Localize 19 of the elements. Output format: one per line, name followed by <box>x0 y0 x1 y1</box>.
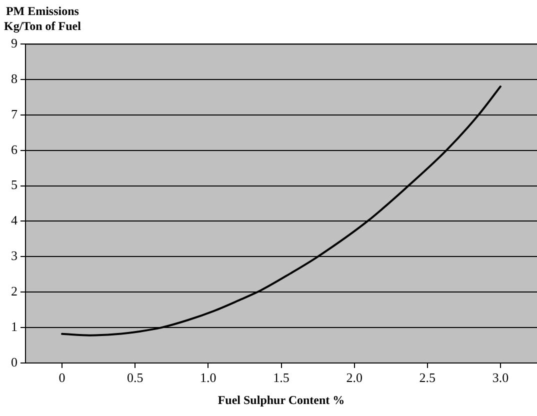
x-tick-label: 0 <box>58 370 66 386</box>
y-tick-label: 9 <box>11 35 18 50</box>
y-tick-label: 3 <box>11 248 18 264</box>
y-tick-label: 0 <box>11 354 18 370</box>
y-tick-label: 4 <box>11 212 18 228</box>
x-tick-label: 1.5 <box>273 370 290 386</box>
x-tick-label: 0.5 <box>126 370 144 386</box>
y-tick-label: 1 <box>11 318 18 334</box>
y-tick-label: 6 <box>11 142 18 157</box>
y-tick-label: 5 <box>11 177 18 192</box>
y-tick-label: 7 <box>11 106 18 122</box>
y-tick-label: 2 <box>11 284 18 299</box>
x-tick-label: 2.0 <box>346 370 362 386</box>
y-axis-title: PM Emissions Kg/Ton of Fuel <box>4 4 81 34</box>
x-tick-label: 3.0 <box>492 370 509 386</box>
x-axis-title: Fuel Sulphur Content % <box>218 392 345 407</box>
x-tick-label: 1.0 <box>200 370 216 386</box>
y-tick-label: 8 <box>11 70 18 86</box>
x-tick-label: 2.5 <box>419 370 436 386</box>
